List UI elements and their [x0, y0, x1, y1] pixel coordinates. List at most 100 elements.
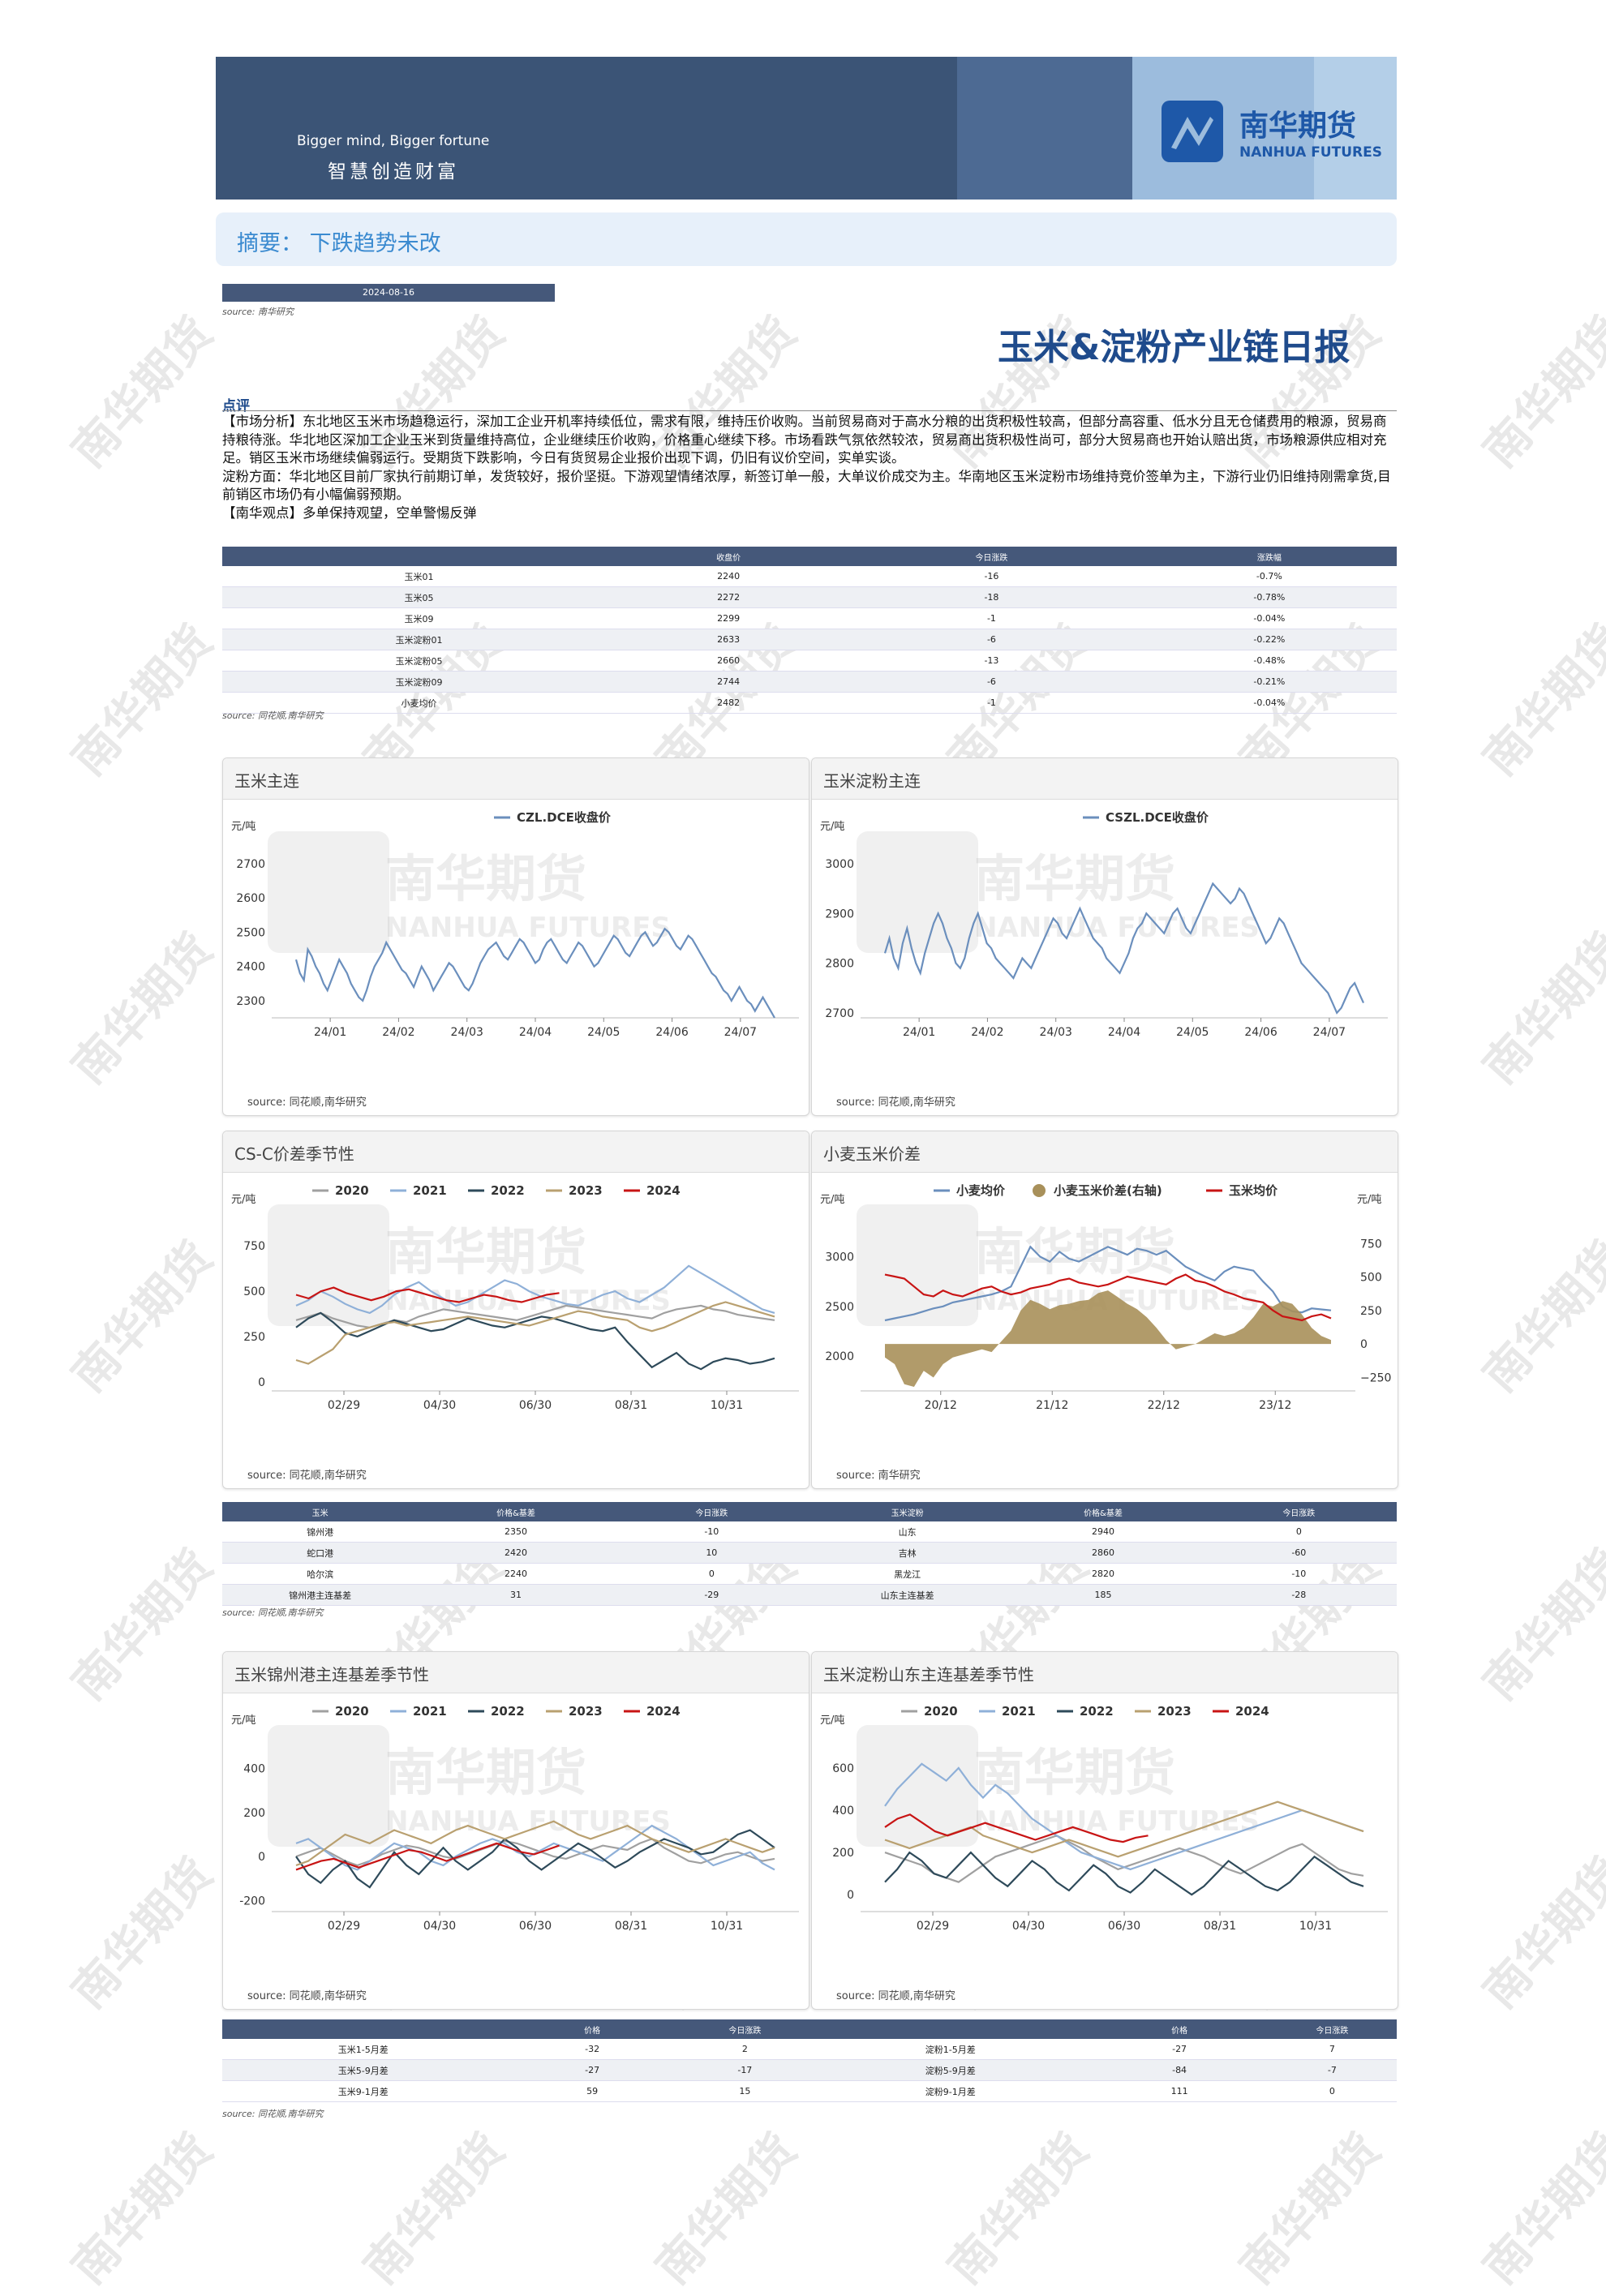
- table-row: 玉米淀粉09 2744 -6 -0.21%: [222, 671, 1397, 693]
- chart-starch-main: 南华期货 NANHUA FUTURES 元/吨 2700 2800 2900 3000 24/…: [820, 810, 1388, 1039]
- table-header: 今日涨跌: [1200, 1502, 1397, 1521]
- table-cell: 2660: [616, 650, 842, 672]
- table-header: 涨跌幅: [1141, 547, 1397, 566]
- x-tick-label: 10/31: [1299, 1920, 1332, 1933]
- table-cell: -27: [504, 2059, 681, 2081]
- x-tick-label: 24/01: [903, 1026, 935, 1039]
- watermark-text: NANHUA FUTURES: [385, 1805, 671, 1838]
- watermark-text: 南华期货: [1473, 1539, 1606, 1710]
- table-cell: 玉米5-9月差: [222, 2059, 505, 2081]
- table-cell: 2744: [616, 671, 842, 693]
- comment-market-analysis: 【市场分析】东北地区玉米市场趋稳运行，深加工企业开机率持续低位，需求有限，维持压…: [222, 414, 1387, 466]
- header-banner: Bigger mind, Bigger fortune 智慧创造财富 南华期货 …: [216, 57, 1397, 200]
- x-tick-label: 23/12: [1259, 1399, 1291, 1412]
- table-cell: 玉米淀粉01: [222, 629, 616, 650]
- table-cell: -10: [1200, 1563, 1397, 1585]
- watermark-text: 南华期货: [62, 1848, 223, 2019]
- spread-table: 价格 今日涨跌 价格 今日涨跌 玉米1-5月差 -32 2 淀粉1-5月差 -27 7 玉米…: [222, 2019, 1397, 2102]
- comment-view: 【南华观点】多单保持观望，空单警惕反弹: [222, 504, 477, 521]
- watermark-text: 南华期货: [1473, 615, 1606, 786]
- report-date: 2024-08-16: [222, 284, 555, 302]
- table-row: 玉米01 2240 -16 -0.7%: [222, 566, 1397, 587]
- x-tick-label: 08/31: [615, 1399, 647, 1412]
- axis-unit-label: 元/吨: [231, 1714, 256, 1727]
- chart-panel-cs-c-spread: CS-C价差季节性 南华期货 NANHUA FUTURES 元/吨 0 250 500 75…: [222, 1131, 809, 1489]
- watermark-text: 南华期货: [646, 2123, 807, 2294]
- chart-title: 玉米主连: [234, 771, 299, 791]
- table-cell: 7: [1267, 2039, 1397, 2060]
- series-line-2024: [295, 1286, 560, 1303]
- series-line-2024: [295, 1842, 560, 1871]
- watermark-logo: [268, 1725, 389, 1847]
- x-tick-label: 24/06: [1244, 1026, 1277, 1039]
- table-cell: -6: [841, 671, 1142, 693]
- chart-source: source: 同花顺,南华研究: [836, 1097, 955, 1109]
- table-header: [222, 547, 616, 566]
- watermark-text: 南华期货: [1473, 2123, 1606, 2294]
- x-tick-label: 22/12: [1148, 1399, 1180, 1412]
- watermark-text: 南华期货: [1473, 923, 1606, 1094]
- table-cell: 2: [680, 2039, 809, 2060]
- x-tick-label: 24/02: [382, 1026, 414, 1039]
- y-tick-label: 600: [832, 1762, 854, 1775]
- table-cell: 蛇口港: [222, 1542, 419, 1564]
- table-header: 玉米淀粉: [809, 1502, 1006, 1521]
- x-tick-label: 02/29: [917, 1920, 949, 1933]
- table-row: 锦州港 2350 -10 山东 2940 0: [222, 1521, 1397, 1543]
- table-row: 哈尔滨 2240 0 黑龙江 2820 -10: [222, 1563, 1397, 1585]
- table-cell: 玉米淀粉09: [222, 671, 616, 693]
- series-line-玉米均价: [884, 1273, 1332, 1322]
- x-tick-label: 04/30: [423, 1920, 456, 1933]
- table-cell: 185: [1005, 1584, 1201, 1606]
- slogan-english: Bigger mind, Bigger fortune: [297, 133, 490, 149]
- table-cell: 2240: [616, 566, 842, 587]
- table-cell: 10: [613, 1542, 809, 1564]
- price-table-body: 玉米01 2240 -16 -0.7% 玉米05 2272 -18 -0.78% 玉米09 229…: [222, 566, 1397, 714]
- table-header: 今日涨跌: [841, 547, 1142, 566]
- series-line-CZL.DCE收盘价: [294, 927, 775, 1019]
- table-row: 蛇口港 2420 10 吉林 2860 -60: [222, 1542, 1397, 1564]
- table-cell: -18: [841, 586, 1142, 608]
- source-note: source: 同花顺,南华研究: [222, 1607, 324, 1618]
- table-cell: 2820: [1005, 1563, 1201, 1585]
- x-tick-label: 24/05: [1176, 1026, 1209, 1039]
- watermark-text: 南华期货: [62, 1231, 223, 1402]
- chart-source: source: 同花顺,南华研究: [247, 1990, 367, 2002]
- table-cell: -13: [841, 650, 1142, 672]
- table-cell: -1: [841, 692, 1142, 714]
- table-header: 收盘价: [616, 547, 842, 566]
- table-header: 价格: [1091, 2019, 1268, 2039]
- x-tick-label: 08/31: [1204, 1920, 1236, 1933]
- chart-title: 玉米淀粉主连: [823, 771, 921, 791]
- table-cell: -0.48%: [1141, 650, 1397, 672]
- summary-box: 摘要： 下跌趋势未改: [216, 212, 1397, 266]
- comment-starch: 淀粉方面：华北地区目前厂家执行前期订单，发货较好，报价坚挺。下游观望情绪浓厚，新…: [222, 468, 1391, 503]
- y-tick-label: 3000: [825, 858, 854, 871]
- y-tick-label: 0: [847, 1889, 854, 1902]
- watermark-text: 南华期货: [1473, 307, 1606, 478]
- table-cell: 哈尔滨: [222, 1563, 419, 1585]
- watermark-logo: [857, 1725, 978, 1847]
- table-cell: 31: [418, 1584, 614, 1606]
- legend-label: 2020: [335, 1183, 369, 1198]
- table-cell: 2272: [616, 586, 842, 608]
- y-tick-label-right: 0: [1360, 1338, 1368, 1351]
- watermark-text: 南华期货: [1473, 1848, 1606, 2019]
- legend-label: CZL.DCE收盘价: [517, 810, 612, 825]
- series-line-2022: [884, 1851, 1364, 1896]
- table-row: 锦州港主连基差 31 -29 山东主连基差 185 -28: [222, 1584, 1397, 1606]
- legend-label: 2021: [1002, 1704, 1036, 1719]
- table-cell: -0.04%: [1141, 607, 1397, 629]
- table-cell: 2860: [1005, 1542, 1201, 1564]
- legend-label: 玉米均价: [1229, 1183, 1278, 1198]
- table-header: 今日涨跌: [680, 2019, 809, 2039]
- axis-unit-label: 元/吨: [231, 1194, 256, 1206]
- x-tick-label: 06/30: [519, 1920, 552, 1933]
- x-tick-label: 20/12: [925, 1399, 957, 1412]
- axis-unit-label-right: 元/吨: [1357, 1194, 1381, 1206]
- table-header: 价格: [504, 2019, 681, 2039]
- y-tick-label: -200: [239, 1895, 265, 1908]
- summary-text: 摘要： 下跌趋势未改: [237, 231, 441, 256]
